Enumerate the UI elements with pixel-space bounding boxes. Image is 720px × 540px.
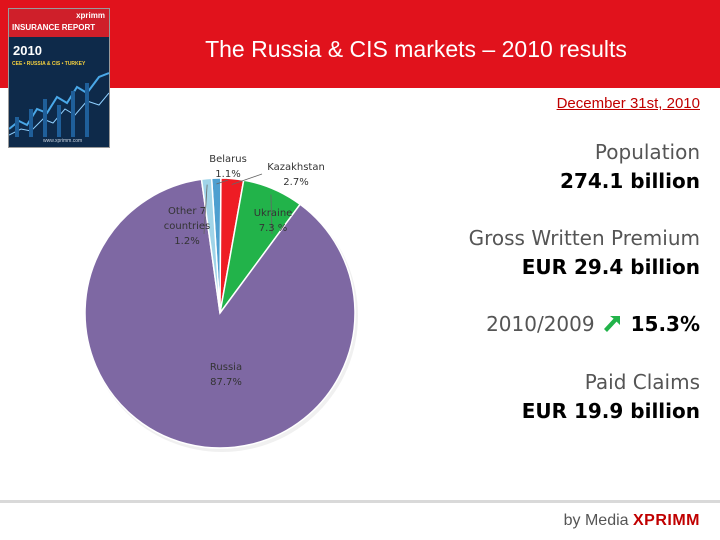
cover-banner [9,9,109,37]
footer-by: by Media [563,512,629,529]
cover-title: INSURANCE REPORT [12,23,96,32]
pie-chart: Belarus 1.1% Kazakhstan 2.7% Ukraine 7.3… [84,154,358,452]
label-other-name-1: Other 7 [168,206,206,217]
cover-year: 2010 [13,43,42,58]
pie-slice-other-7-countries [200,177,221,314]
leader-line-kazakhstan [231,173,263,185]
label-belarus-name: Belarus [209,154,247,165]
growth-period: 2010/2009 [486,312,595,336]
cover-url: www.xprimm.com [43,138,83,144]
leader-line-ukraine [270,194,273,235]
growth-value: 15.3% [630,312,700,336]
header-bar [0,0,720,88]
report-cover-image: xprimm INSURANCE REPORT 2010 CEE • RUSSI… [8,8,110,148]
population-value: 274.1 billion [560,169,700,193]
cover-subtitle: CEE • RUSSIA & CIS • TURKEY [12,61,86,67]
label-other-value: 1.2% [174,236,199,247]
date-label: December 31st, 2010 [556,95,700,112]
label-belarus-value: 1.1% [215,169,240,180]
population-label: Population [594,140,700,164]
cover-brand: xprimm [76,11,105,20]
growth-block: 2010/2009 15.3% [486,310,700,339]
pie-slice-russia [84,178,356,449]
label-russia-value: 87.7% [210,377,242,388]
label-kazakhstan-name: Kazakhstan [267,162,325,173]
gwp-label: Gross Written Premium [468,226,700,250]
cover-chart-graphic [9,72,109,137]
label-ukraine-name: Ukraine [254,208,293,219]
claims-block: Paid Claims EUR 19.9 billion [522,368,700,426]
arrow-up-right-icon [603,315,620,332]
claims-label: Paid Claims [584,370,700,394]
leader-line-belarus [216,179,229,185]
gwp-value: EUR 29.4 billion [521,255,700,279]
slide-title: The Russia & CIS markets – 2010 results [205,36,627,62]
label-other-name-2: countries [164,221,210,232]
gwp-block: Gross Written Premium EUR 29.4 billion [469,224,700,282]
label-russia-name: Russia [210,362,242,373]
footer-brand: XPRIMM [633,512,700,529]
claims-value: EUR 19.9 billion [521,399,700,423]
footer-divider [0,500,720,503]
footer-credit: by Media XPRIMM [564,512,700,530]
label-ukraine-value: 7.3 % [259,223,288,234]
leader-line-other-7-countries [203,184,208,235]
population-block: Population 274.1 billion [560,138,700,196]
label-kazakhstan-value: 2.7% [283,177,308,188]
